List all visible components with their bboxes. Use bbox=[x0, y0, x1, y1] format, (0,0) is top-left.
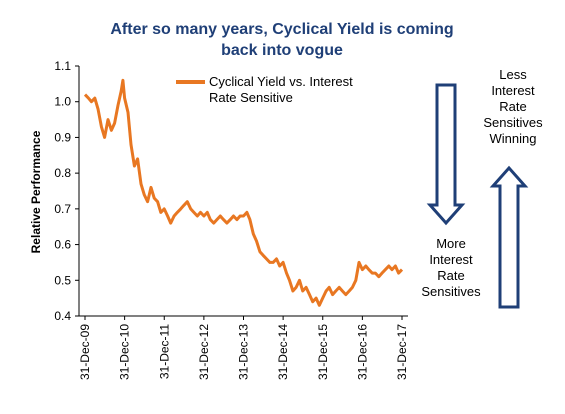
annotation-more-line: Rate bbox=[437, 268, 464, 283]
x-tick-label: 31-Dec-15 bbox=[316, 324, 330, 380]
annotation-more-line: Sensitives bbox=[421, 284, 481, 299]
legend-label-line-1: Cyclical Yield vs. Interest bbox=[209, 74, 353, 89]
annotation-less-winning: Less Interest Rate Sensitives Winning bbox=[483, 67, 543, 146]
y-tick-label: 0.5 bbox=[54, 273, 71, 287]
annotation-less-line: Interest bbox=[491, 83, 535, 98]
y-tick-label: 0.8 bbox=[54, 166, 71, 180]
series-line-cyclical-yield bbox=[83, 78, 404, 307]
annotation-less-line: Winning bbox=[490, 131, 537, 146]
x-tick-label: 31-Dec-14 bbox=[276, 324, 290, 380]
annotation-less-line: Sensitives bbox=[483, 115, 543, 130]
annotation-less-line: Rate bbox=[499, 99, 526, 114]
x-tick-label: 31-Dec-12 bbox=[197, 324, 211, 380]
x-tick-label: 31-Dec-16 bbox=[355, 324, 369, 380]
x-tick-label: 31-Dec-09 bbox=[78, 324, 92, 380]
legend: Cyclical Yield vs. Interest Rate Sensiti… bbox=[176, 74, 353, 105]
y-tick-label: 1.0 bbox=[54, 95, 71, 109]
chart-title-line-1: After so many years, Cyclical Yield is c… bbox=[110, 21, 453, 38]
annotation-less-line: Less bbox=[499, 67, 527, 82]
x-tick-label: 31-Dec-11 bbox=[157, 324, 171, 379]
y-tick-label: 0.7 bbox=[54, 202, 71, 216]
arrow-down-icon bbox=[426, 83, 466, 226]
legend-label-line-2: Rate Sensitive bbox=[209, 90, 293, 105]
annotation-more-sensitives: More Interest Rate Sensitives bbox=[421, 236, 481, 299]
x-tick-label: 31-Dec-10 bbox=[118, 324, 132, 380]
y-tick-label: 1.1 bbox=[54, 59, 71, 73]
x-tick-label: 31-Dec-17 bbox=[395, 324, 409, 380]
chart-title-line-2: back into vogue bbox=[221, 42, 343, 59]
annotation-more-line: Interest bbox=[429, 252, 473, 267]
y-tick-label: 0.6 bbox=[54, 238, 71, 252]
x-ticks: 31-Dec-09 31-Dec-10 31-Dec-11 31-Dec-12 31-D… bbox=[78, 316, 409, 380]
y-axis-label: Relative Performance bbox=[29, 130, 43, 253]
y-tick-label: 0.9 bbox=[54, 130, 71, 144]
y-tick-label: 0.4 bbox=[54, 309, 71, 323]
annotation-more-line: More bbox=[436, 236, 466, 251]
y-ticks: 0.4 0.5 0.6 0.7 0.8 0.9 1.0 1.1 bbox=[54, 59, 79, 323]
arrow-up-icon bbox=[489, 165, 529, 309]
x-tick-label: 31-Dec-13 bbox=[237, 324, 251, 380]
